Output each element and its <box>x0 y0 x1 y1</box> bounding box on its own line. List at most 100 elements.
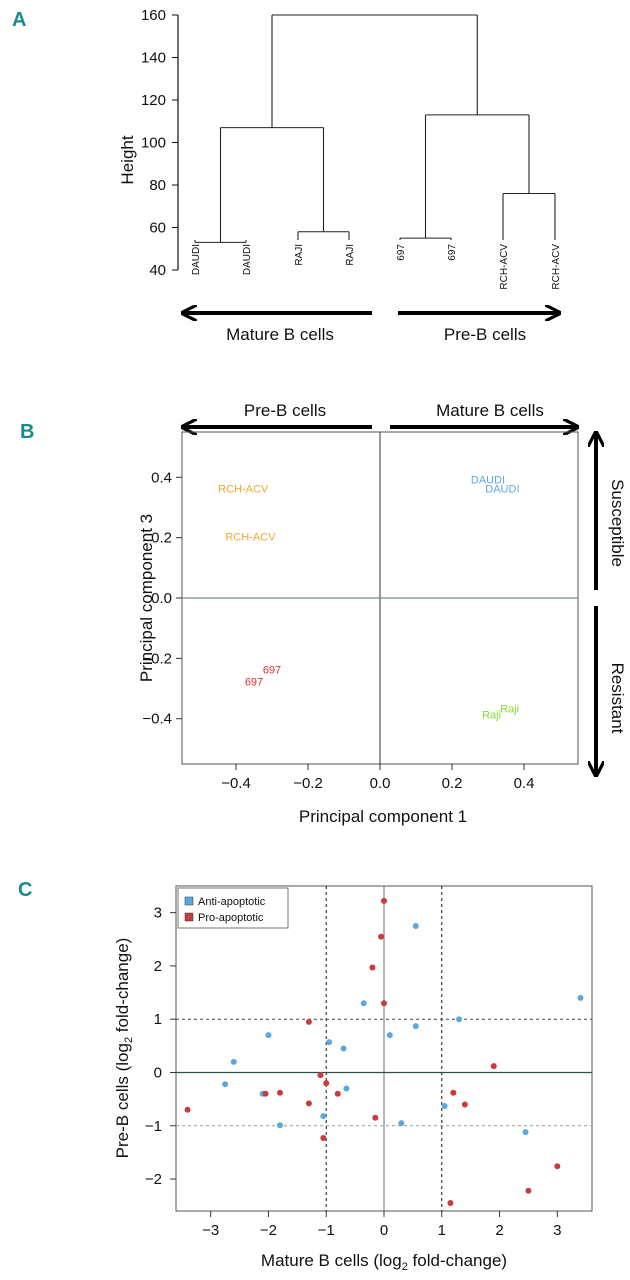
dendrogram-y-label: Height <box>118 135 137 184</box>
fold-x-tick-label: 3 <box>553 1222 561 1239</box>
panel-letter-c: C <box>18 879 32 901</box>
resistant-label: Resistant <box>608 663 627 734</box>
pca-x-tick-label: 0.2 <box>442 775 463 792</box>
dendrogram-leaf-label: RAJI <box>345 244 356 266</box>
pca-point-label: RCH-ACV <box>218 483 269 495</box>
pro-apoptotic-point <box>317 1072 324 1079</box>
panel-letter-b: B <box>20 421 34 443</box>
pca-y-tick-label: 0.2 <box>151 530 172 547</box>
anti-apoptotic-point <box>386 1032 393 1039</box>
pro-apoptotic-point <box>450 1089 457 1096</box>
fold-x-tick-label: −2 <box>260 1222 277 1239</box>
pro-apoptotic-point <box>277 1089 283 1096</box>
fold-y-tick-label: −2 <box>145 1171 162 1188</box>
dendrogram-leaf-labels: DAUDI DAUDI RAJI RAJI 697 697 RCH-ACV RCH-ACV <box>191 244 562 290</box>
dendrogram-y-tick-label: 40 <box>149 262 166 279</box>
legend-label-anti: Anti-apoptotic <box>198 896 266 908</box>
anti-apoptotic-point <box>412 922 419 929</box>
dendrogram-leaf-label: RCH-ACV <box>551 244 562 290</box>
fold-x-tick-label: 2 <box>495 1222 503 1239</box>
mature-b-label: Mature B cells <box>226 325 334 344</box>
pro-apoptotic-point <box>320 1135 327 1142</box>
panel-letter-a: A <box>12 9 26 31</box>
anti-apoptotic-point <box>340 1045 347 1052</box>
pro-apoptotic-point <box>369 964 376 971</box>
anti-apoptotic-point <box>326 1039 333 1046</box>
pca-y-tick-label: 0.0 <box>151 590 172 607</box>
dendrogram-leaf-label: DAUDI <box>242 244 253 275</box>
anti-apoptotic-point <box>320 1113 327 1120</box>
pro-apoptotic-point <box>184 1106 191 1113</box>
pca-point-label: Raji <box>500 704 519 716</box>
pro-apoptotic-point <box>378 933 385 940</box>
anti-apoptotic-point <box>456 1016 463 1023</box>
dendrogram-y-tick-label: 80 <box>149 177 166 194</box>
pro-apoptotic-point <box>525 1187 532 1194</box>
fold-y-tick-label: 0 <box>154 1064 162 1081</box>
pca-point-label: Raji <box>482 710 501 722</box>
dendrogram-leaf-label: DAUDI <box>191 244 202 275</box>
pro-apoptotic-point <box>262 1090 269 1097</box>
anti-apoptotic-point <box>412 1023 419 1030</box>
pca-panel: Pre-B cells Mature B cells −0.4 −0.2 0.0 0.… <box>137 401 627 826</box>
fold-y-tick-label: 3 <box>154 905 162 922</box>
fold-change-points <box>184 897 584 1207</box>
anti-apoptotic-point <box>522 1129 529 1136</box>
dendrogram-y-tick-label: 140 <box>141 50 166 67</box>
pca-y-tick-label: −0.2 <box>142 650 172 667</box>
fold-x-tick-label: 1 <box>438 1222 446 1239</box>
legend: Anti-apoptotic Pro-apoptotic <box>177 887 289 929</box>
legend-swatch-anti <box>184 896 194 906</box>
fold-change-y-label: Pre-B cells (log2 fold-change) <box>113 938 135 1159</box>
susceptible-label: Susceptible <box>608 479 627 567</box>
dendrogram-y-tick-label: 160 <box>141 7 166 24</box>
anti-apoptotic-point <box>265 1032 272 1039</box>
pca-mature-b-label: Mature B cells <box>436 401 544 420</box>
dendrogram-y-tick-label: 120 <box>141 92 166 109</box>
legend-box <box>177 887 289 929</box>
dendrogram-y-ticks: 40 60 80 100 120 140 160 <box>141 7 178 279</box>
legend-label-pro: Pro-apoptotic <box>198 912 264 924</box>
pre-b-label: Pre-B cells <box>444 325 526 344</box>
pca-x-tick-label: −0.4 <box>221 775 251 792</box>
fold-change-axes: −3 −2 −1 0 1 2 3 −2 −1 0 1 2 3 <box>145 905 562 1239</box>
fold-x-tick-label: −1 <box>318 1222 335 1239</box>
anti-apoptotic-point <box>398 1120 405 1127</box>
anti-apoptotic-point <box>577 994 584 1001</box>
pca-point-label: RCH-ACV <box>225 532 276 544</box>
pca-x-tick-label: −0.2 <box>293 775 323 792</box>
legend-swatch-pro <box>184 912 194 922</box>
pro-apoptotic-point <box>554 1163 561 1170</box>
fold-x-tick-label: −3 <box>202 1222 219 1239</box>
fold-change-panel: −3 −2 −1 0 1 2 3 −2 −1 0 1 2 3 Anti-apoptotic Pro-ap… <box>113 885 593 1273</box>
anti-apoptotic-point <box>277 1122 283 1129</box>
dendrogram-panel: 40 60 80 100 120 140 160 Height DAUDI DAUDI RAJI… <box>118 7 562 344</box>
pro-apoptotic-point <box>305 1018 312 1025</box>
pro-apoptotic-point <box>323 1080 330 1087</box>
pca-x-tick-label: 0.0 <box>370 775 391 792</box>
pro-apoptotic-point <box>447 1200 454 1207</box>
pro-apoptotic-point <box>490 1063 497 1070</box>
pca-x-label: Principal component 1 <box>299 807 467 826</box>
pca-point-label: DAUDI <box>485 483 519 495</box>
dendrogram-y-tick-label: 100 <box>141 135 166 152</box>
fold-x-tick-label: 0 <box>380 1222 388 1239</box>
pca-point-label: DAUDI <box>471 474 505 486</box>
dendrogram-leaf-label: 697 <box>396 244 407 261</box>
anti-apoptotic-point <box>343 1085 350 1092</box>
fold-y-tick-label: 1 <box>154 1011 162 1028</box>
pca-pre-b-label: Pre-B cells <box>244 401 326 420</box>
anti-apoptotic-point <box>230 1058 237 1065</box>
anti-apoptotic-point <box>441 1103 448 1110</box>
fold-y-tick-label: −1 <box>145 1118 162 1135</box>
anti-apoptotic-point <box>222 1081 229 1088</box>
pca-y-tick-label: −0.4 <box>142 711 172 728</box>
pca-point-label: 697 <box>263 664 281 676</box>
pro-apoptotic-point <box>305 1100 312 1107</box>
dendrogram-leaf-label: 697 <box>447 244 458 261</box>
dendrogram-y-tick-label: 60 <box>149 220 166 237</box>
pca-y-label: Principal component 3 <box>137 514 156 682</box>
pro-apoptotic-point <box>372 1114 379 1121</box>
